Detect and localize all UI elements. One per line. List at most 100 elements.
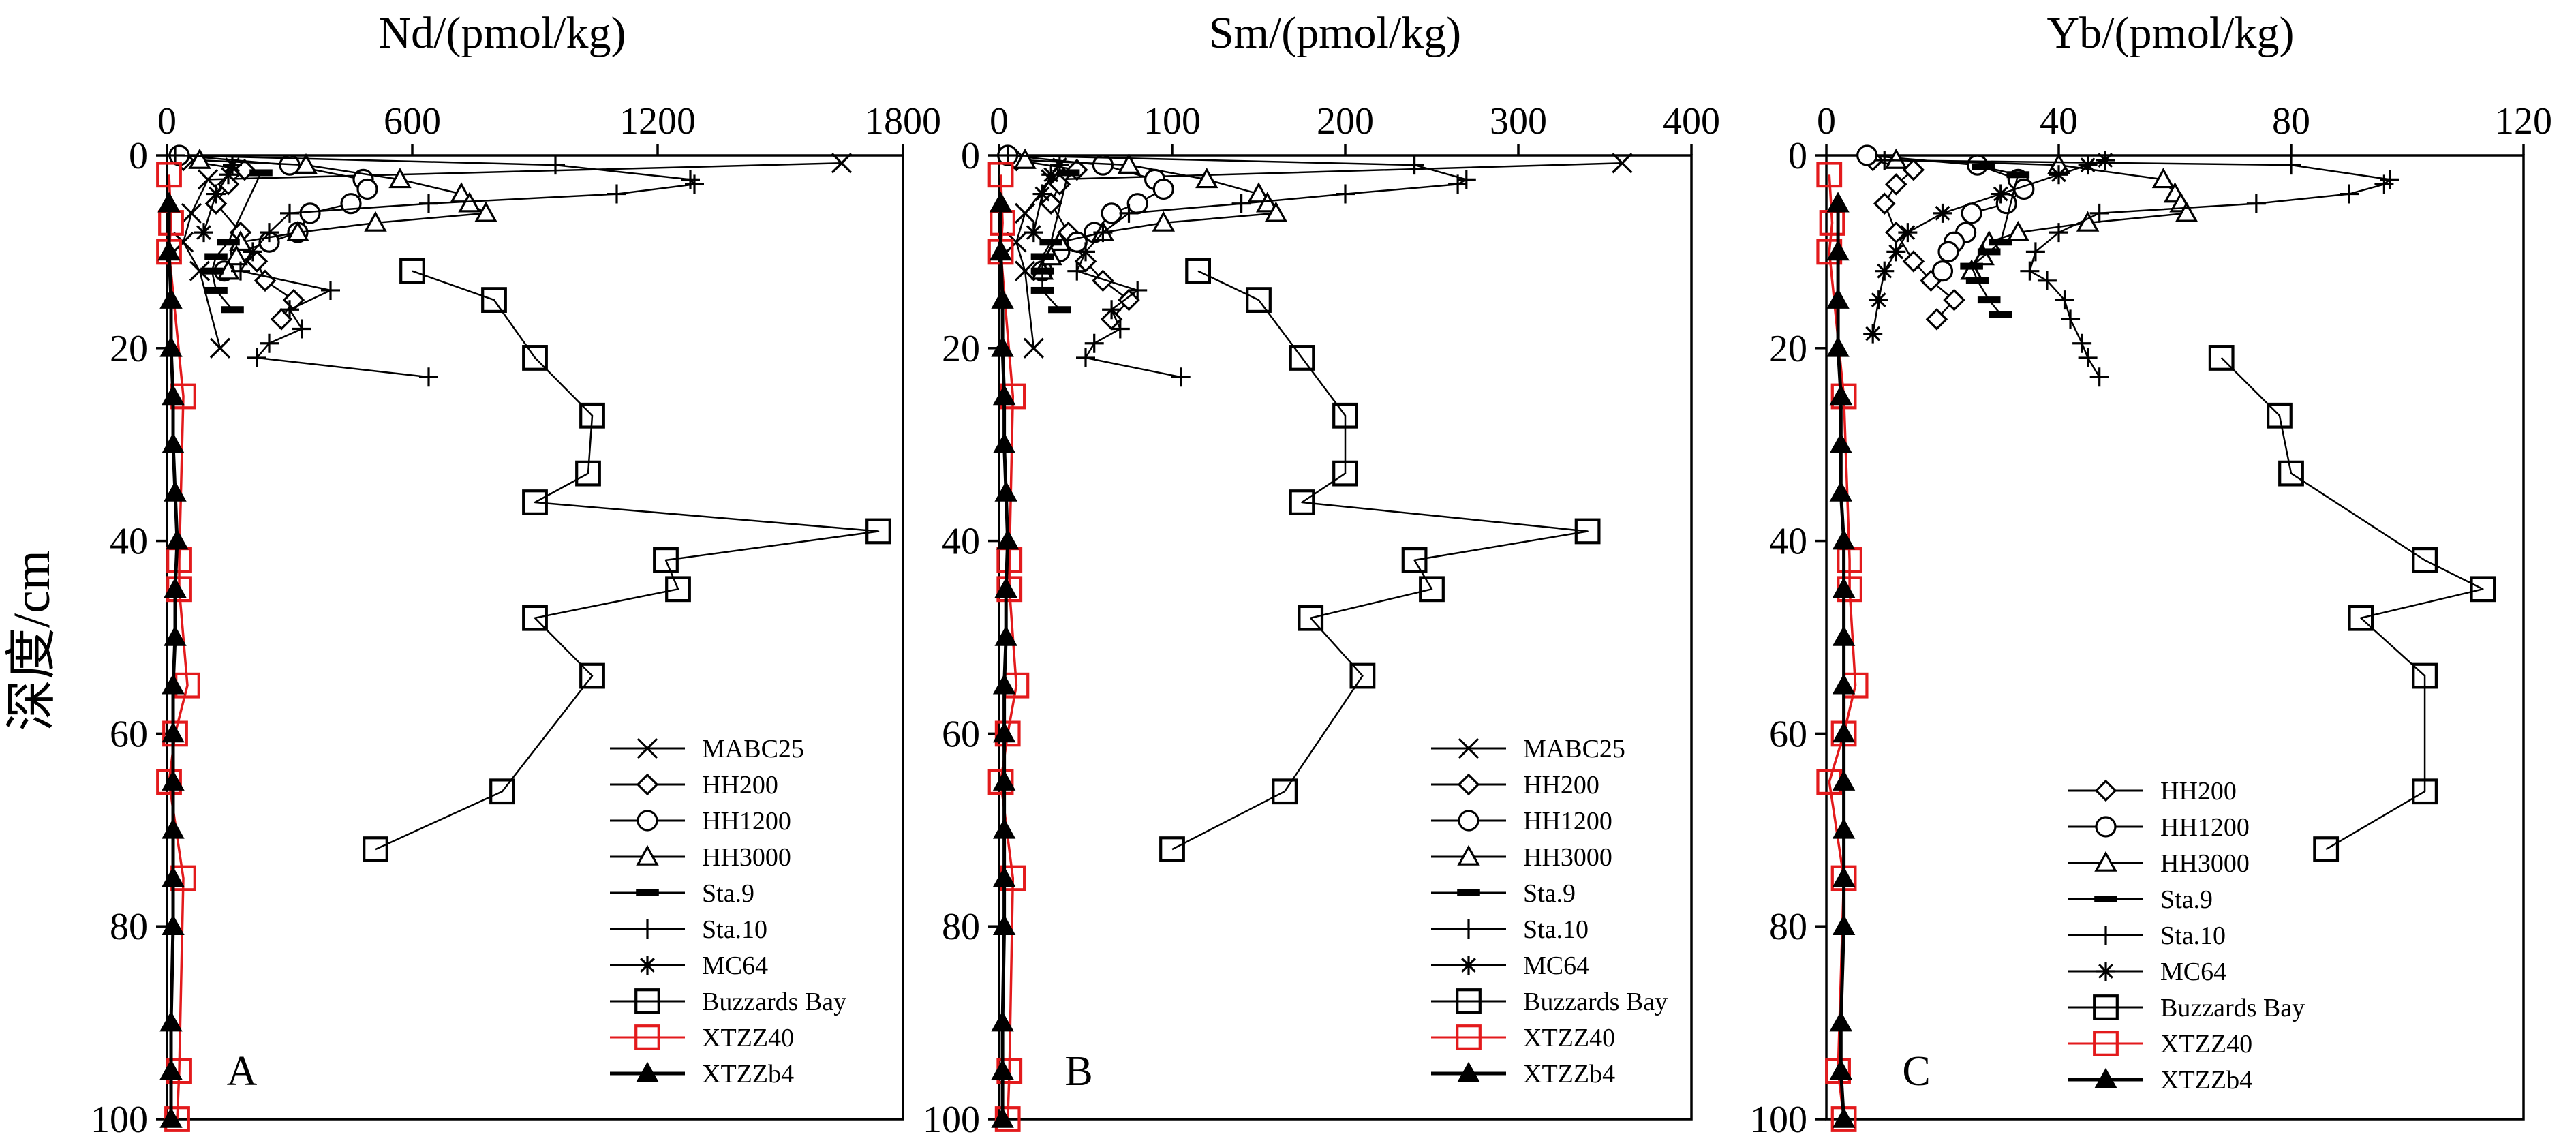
data-point-mabc25-4: [1014, 260, 1036, 281]
series-mc64: [1863, 151, 2115, 344]
data-point-mc64-0: [223, 155, 242, 175]
series-sta-10: [1875, 151, 2399, 387]
x-tick-label-400: 400: [1663, 100, 1720, 142]
legend-marker-mc64: [2096, 962, 2115, 981]
data-point-mc64-2: [206, 184, 226, 204]
data-point-sta-10-5: [1231, 194, 1251, 213]
legend-label-xtzz40: XTZZ40: [1523, 1024, 1615, 1052]
data-point-sta-10-3: [1448, 174, 1468, 194]
data-point-xtzzb4-11: [1832, 722, 1856, 743]
y-tick-label-80: 80: [942, 906, 980, 948]
data-point-xtzz40-3: [1830, 383, 1857, 410]
x-tick-label-40: 40: [2040, 100, 2078, 142]
data-point-sta-9-4: [1030, 286, 1054, 294]
data-point-hh1200-3: [1152, 178, 1174, 200]
data-point-hh200-3: [1873, 192, 1896, 215]
data-point-xtzzb4-11: [992, 722, 1016, 743]
data-point-buzzards-bay-12: [363, 836, 388, 862]
data-point-sta-10-11: [280, 300, 299, 320]
data-point-buzzards-bay-2: [1289, 345, 1315, 371]
data-point-sta-10-12: [1110, 319, 1130, 339]
data-point-xtzzb4-17: [1829, 1059, 1853, 1080]
data-point-sta-9-0: [1972, 163, 1995, 170]
data-point-sta-10-15: [1171, 367, 1191, 387]
data-point-sta-10-1: [2282, 155, 2301, 175]
data-point-buzzards-bay-8: [665, 576, 691, 603]
y-tick-label-60: 60: [1769, 713, 1807, 755]
y-tick-label-80: 80: [1769, 906, 1807, 948]
data-point-buzzards-bay-5: [522, 489, 548, 515]
legend-marker-hh3000: [636, 844, 659, 866]
data-point-xtzzb4-8: [994, 577, 1017, 598]
data-point-sta-10-8: [243, 242, 262, 262]
data-point-hh3000-6: [364, 211, 387, 232]
x-tick-label-1200: 1200: [619, 100, 696, 142]
series-sta-9: [200, 169, 273, 314]
data-point-sta-9-0: [249, 169, 273, 177]
legend-label-sta-10: Sta.10: [2160, 921, 2226, 950]
legend-marker-sta-10: [1459, 919, 1478, 939]
plot-frame-a: [166, 154, 904, 1121]
data-point-sta-10-2: [1456, 170, 1476, 189]
data-point-mc64-0: [2096, 151, 2115, 170]
panel-label-c: C: [1902, 1048, 1930, 1095]
legend-marker-xtzzb4: [2094, 1067, 2117, 1088]
panel-title-a: Nd/(pmol/kg): [379, 8, 626, 58]
data-point-xtzzb4-5: [1829, 432, 1853, 453]
series-xtzzb4: [989, 192, 1019, 1128]
chart-panel-a: Nd/(pmol/kg) A 0 600 1200 1800 0 20 40 60 80 100 M…: [91, 8, 941, 1141]
data-point-hh3000-4: [1255, 192, 1279, 213]
chart-panel-b: Sm/(pmol/kg) B 0 100 200 300 400 0 20 40 60 80 100…: [923, 8, 1720, 1141]
data-point-buzzards-bay-5: [1289, 489, 1315, 515]
data-point-sta-10-9: [1067, 261, 1087, 281]
data-point-xtzzb4-11: [162, 722, 185, 743]
data-point-xtzzb4-13: [1832, 818, 1856, 839]
legend-label-sta-10: Sta.10: [1523, 915, 1589, 944]
series-mc64: [1024, 155, 1069, 243]
data-point-buzzards-bay-6: [2412, 662, 2438, 689]
legend-label-hh200: HH200: [1523, 771, 1599, 799]
data-point-xtzzb4-3: [1826, 336, 1850, 357]
data-point-buzzards-bay-3: [1332, 402, 1358, 429]
data-point-hh1200-0: [1856, 144, 1878, 166]
legend-label-mc64: MC64: [2160, 958, 2226, 986]
data-point-xtzzb4-7: [166, 529, 189, 550]
data-point-sta-10-10: [1128, 280, 1148, 300]
data-point-xtzzb4-9: [994, 625, 1017, 646]
data-point-buzzards-bay-4: [2470, 576, 2496, 603]
data-point-sta-10-7: [260, 223, 279, 243]
data-point-xtzzb4-15: [1832, 914, 1856, 935]
data-point-hh3000-2: [388, 168, 412, 189]
legend-label-hh3000: HH3000: [2160, 849, 2250, 878]
series-line-mc64: [1871, 159, 2106, 334]
data-point-xtzzb4-8: [1832, 577, 1856, 598]
data-point-hh1200-7: [1066, 231, 1088, 253]
data-point-xtzzb4-12: [1832, 769, 1856, 791]
legend-marker-xtzz40: [1456, 1024, 1482, 1050]
data-point-sta-10-4: [1336, 184, 1355, 204]
data-point-sta-10-5: [2246, 194, 2266, 213]
data-point-sta-9-2: [1030, 253, 1054, 260]
y-tick-label-100: 100: [91, 1099, 148, 1141]
data-point-buzzards-bay-8: [2313, 836, 2340, 862]
legend-marker-hh200: [636, 773, 659, 796]
data-point-xtzzb4-0: [989, 192, 1013, 213]
data-point-xtzz40-0: [987, 162, 1014, 188]
legend-label-sta-10: Sta.10: [702, 915, 767, 944]
data-point-sta-10-3: [685, 174, 704, 194]
x-tick-label-600: 600: [384, 100, 441, 142]
data-point-mabc25-0: [831, 153, 853, 174]
data-point-xtzzb4-7: [996, 529, 1019, 550]
data-point-mc64-0: [1049, 155, 1069, 175]
data-point-xtzzb4-7: [1832, 529, 1856, 550]
legend-marker-hh200: [1457, 773, 1480, 796]
data-point-sta-10-4: [607, 184, 626, 204]
data-point-sta-10-0: [166, 146, 185, 165]
data-point-buzzards-bay-9: [522, 605, 548, 631]
panel-title-c: Yb/(pmol/kg): [2047, 8, 2295, 58]
data-point-buzzards-bay-12: [1159, 836, 1185, 862]
y-tick-label-80: 80: [110, 906, 148, 948]
series-sta-9: [1030, 169, 1080, 314]
panel-label-a: A: [227, 1048, 258, 1095]
data-point-hh1200-5: [299, 202, 321, 224]
